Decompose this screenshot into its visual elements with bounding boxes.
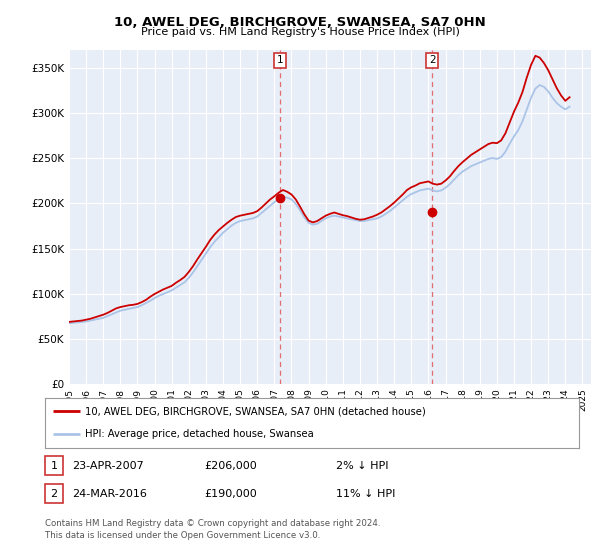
Text: HPI: Average price, detached house, Swansea: HPI: Average price, detached house, Swan… <box>85 430 314 440</box>
Text: 1: 1 <box>277 55 283 66</box>
Text: 10, AWEL DEG, BIRCHGROVE, SWANSEA, SA7 0HN (detached house): 10, AWEL DEG, BIRCHGROVE, SWANSEA, SA7 0… <box>85 406 426 416</box>
Text: 10, AWEL DEG, BIRCHGROVE, SWANSEA, SA7 0HN: 10, AWEL DEG, BIRCHGROVE, SWANSEA, SA7 0… <box>114 16 486 29</box>
Text: Price paid vs. HM Land Registry's House Price Index (HPI): Price paid vs. HM Land Registry's House … <box>140 27 460 38</box>
Text: Contains HM Land Registry data © Crown copyright and database right 2024.: Contains HM Land Registry data © Crown c… <box>45 519 380 528</box>
Text: 11% ↓ HPI: 11% ↓ HPI <box>336 489 395 499</box>
Text: This data is licensed under the Open Government Licence v3.0.: This data is licensed under the Open Gov… <box>45 531 320 540</box>
Text: £190,000: £190,000 <box>204 489 257 499</box>
Text: 2: 2 <box>50 489 58 499</box>
Text: 24-MAR-2016: 24-MAR-2016 <box>72 489 147 499</box>
Text: 23-APR-2007: 23-APR-2007 <box>72 461 144 471</box>
Text: 2: 2 <box>429 55 436 66</box>
Text: £206,000: £206,000 <box>204 461 257 471</box>
Text: 2% ↓ HPI: 2% ↓ HPI <box>336 461 389 471</box>
Text: 1: 1 <box>50 461 58 471</box>
